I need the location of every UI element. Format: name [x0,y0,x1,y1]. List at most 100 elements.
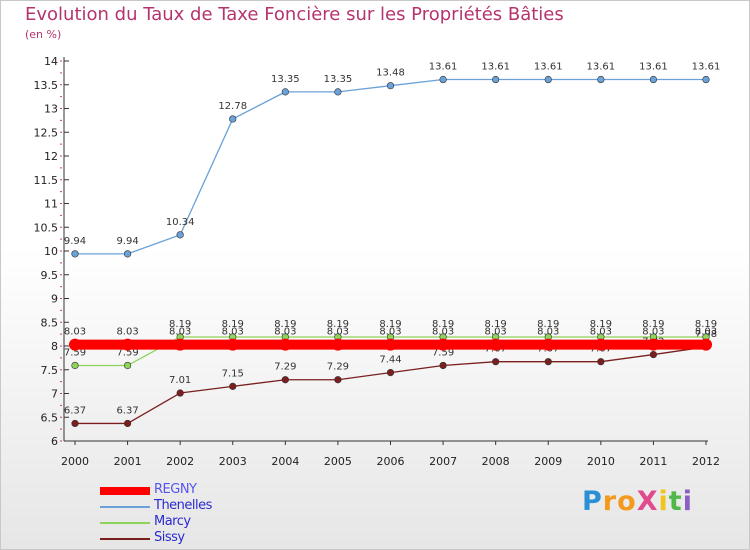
data-label-thenelles: 13.35 [324,74,353,85]
proxiti-logo: ProXiti [582,486,693,517]
data-point-sissy [281,376,289,384]
y-tick-label: 13 [44,103,58,116]
data-point-regny [279,338,292,351]
data-label-thenelles: 9.94 [116,236,138,247]
data-label-marcy: 8.19 [327,319,349,330]
data-label-regny: 8.03 [274,327,296,338]
y-tick-label: 13.5 [34,79,59,92]
data-point-sissy [123,419,132,428]
data-point-thenelles [71,250,79,258]
data-label-thenelles: 13.35 [271,74,300,85]
data-label-regny: 8.03 [64,327,86,338]
data-label-sissy: 6.37 [64,405,86,416]
data-label-thenelles: 13.61 [692,62,721,73]
x-tick-label: 2002 [166,455,194,468]
data-point-regny [226,338,239,351]
x-tick-label: 2007 [429,455,457,468]
data-point-thenelles [386,82,395,90]
data-label-marcy: 8.19 [274,319,296,330]
series-marcy: 7.59 7.59 8.19 8.19 8.19 8.19 8.19 8.19 8.19 8.19… [64,319,717,370]
x-tick-label: 2004 [271,455,299,468]
y-tick-label: 11 [44,198,58,211]
data-point-thenelles [702,75,710,84]
data-label-regny: 8.03 [590,327,612,338]
series-thenelles: 9.94 9.94 10.34 12.78 13.35 13.35 13.48 13.61 13… [64,62,720,258]
data-label-regny: 8.03 [695,327,717,338]
y-tick-label: 10 [44,245,58,258]
data-point-sissy [544,358,552,366]
data-point-sissy [71,419,79,428]
x-tick-label: 2003 [219,455,247,468]
data-label-marcy: 8.19 [485,319,507,330]
data-label-sissy: 6.37 [116,405,138,416]
data-point-thenelles [229,115,237,123]
data-point-sissy [597,358,605,366]
data-label-sissy: 7.01 [169,375,191,386]
legend-swatch [100,538,150,540]
data-point-thenelles [492,75,500,84]
data-label-regny: 8.03 [485,327,507,338]
legend-swatch [100,522,150,524]
data-point-regny [647,338,660,351]
data-point-regny [594,338,607,351]
data-label-thenelles: 9.94 [64,236,86,247]
data-point-sissy [176,389,184,397]
data-label-marcy: 7.59 [116,347,138,358]
data-label-regny: 8.03 [537,327,559,338]
data-point-thenelles [334,88,342,96]
data-label-sissy: 7.29 [327,362,349,373]
data-label-thenelles: 10.34 [166,217,195,228]
data-label-thenelles: 13.48 [376,68,405,79]
data-point-marcy [71,361,79,370]
data-point-thenelles [597,75,605,84]
y-tick-label: 6 [51,435,58,448]
y-tick-label: 8.5 [41,316,59,329]
data-label-regny: 8.03 [116,327,138,338]
data-label-marcy: 8.19 [537,319,559,330]
y-tick-label: 7.5 [41,364,59,377]
data-label-regny: 8.03 [222,327,244,338]
data-label-marcy: 7.59 [64,347,86,358]
x-tick-label: 2012 [692,455,720,468]
data-point-thenelles [281,88,289,96]
data-label-regny: 8.03 [169,327,191,338]
data-label-thenelles: 13.61 [429,62,458,73]
y-tick-label: 7 [51,388,58,401]
data-point-sissy [439,361,447,370]
data-point-thenelles [649,75,658,84]
data-point-thenelles [544,75,552,84]
data-point-regny [437,338,450,351]
x-tick-label: 2005 [324,455,352,468]
data-label-regny: 8.03 [642,327,664,338]
data-point-regny [69,338,81,351]
chart-title: Evolution du Taux de Taxe Foncière sur l… [25,4,564,25]
logo-letter: X [636,486,659,517]
data-label-regny: 8.03 [432,327,454,338]
legend-label: REGNY [154,482,197,497]
data-point-sissy [229,382,237,390]
data-point-regny [331,338,344,351]
y-tick-label: 14 [44,55,58,68]
data-point-sissy [334,376,342,384]
data-point-thenelles [123,250,132,258]
logo-letter: t [668,486,683,517]
data-point-regny [174,338,187,351]
logo-letter: i [682,486,693,517]
data-label-marcy: 8.19 [590,319,612,330]
data-point-sissy [386,369,395,377]
legend-swatch [100,506,150,508]
data-point-sissy [492,358,500,366]
data-label-sissy: 7.15 [222,368,244,379]
x-tick-label: 2001 [114,455,142,468]
data-label-thenelles: 13.61 [534,62,563,73]
x-tick-label: 2006 [377,455,405,468]
y-tick-label: 10.5 [34,221,59,234]
data-label-sissy: 7.29 [274,362,296,373]
legend-label: Sissy [154,530,185,545]
y-tick-label: 8 [51,340,58,353]
data-label-marcy: 8.19 [695,319,717,330]
x-tick-label: 2010 [587,455,615,468]
x-tick-label: 2000 [61,455,89,468]
data-label-marcy: 8.19 [379,319,401,330]
